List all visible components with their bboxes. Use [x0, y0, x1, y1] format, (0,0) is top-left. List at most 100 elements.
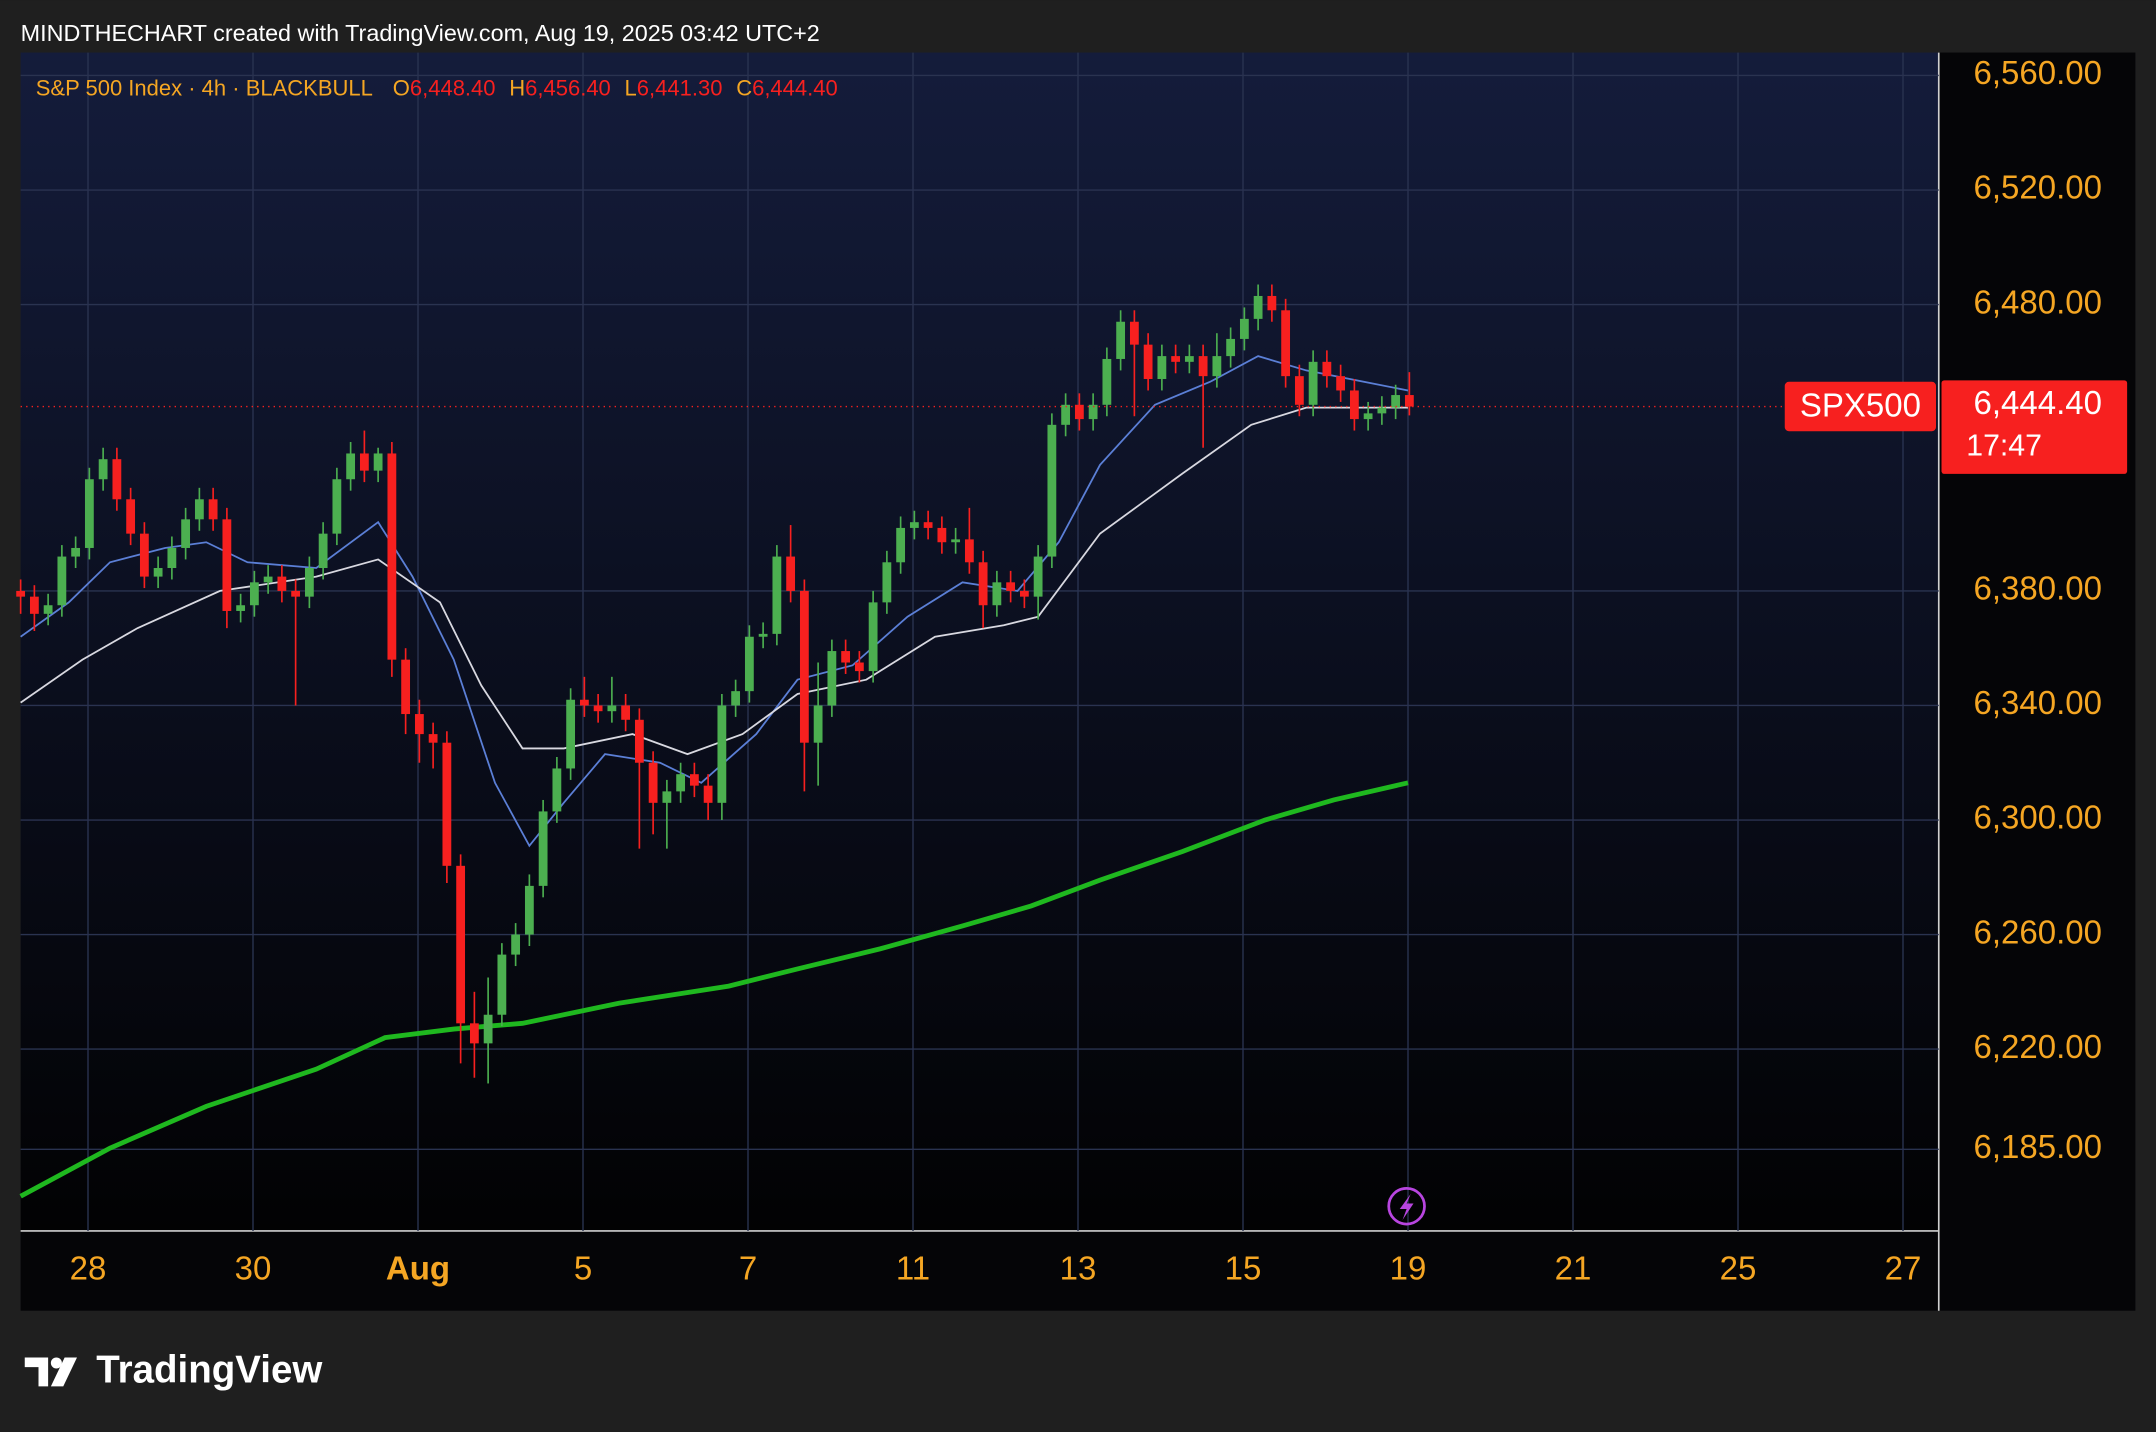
candle-body	[112, 459, 122, 500]
candle-body	[1061, 404, 1071, 425]
candle-body	[1308, 361, 1318, 405]
bolt-icon	[1387, 1186, 1426, 1226]
candle-body	[634, 719, 644, 763]
x-tick-label: 7	[739, 1250, 757, 1287]
plot-area	[20, 52, 1939, 1231]
candle-body	[703, 785, 713, 803]
candle-body	[126, 499, 136, 534]
candle-body	[167, 547, 177, 569]
candle-body	[84, 479, 94, 548]
candle-body	[483, 1014, 493, 1044]
symbol-label: SPX500	[1800, 387, 1921, 424]
candle-body	[786, 556, 796, 591]
price-label: 6,444.40	[1974, 384, 2102, 421]
candle-body	[1198, 356, 1208, 377]
candle-body	[1336, 376, 1346, 391]
moving-average	[19, 780, 1409, 1199]
x-tick-label: 21	[1555, 1250, 1592, 1287]
candle-body	[16, 590, 26, 597]
candles	[16, 284, 1939, 1084]
candle-body	[1363, 413, 1373, 420]
candle-body	[717, 705, 727, 803]
candle-body	[1129, 321, 1139, 345]
candle-body	[538, 811, 548, 886]
legend-value: 6,456.40	[525, 76, 611, 101]
candle-body	[882, 562, 892, 603]
candle-body	[1157, 356, 1167, 380]
candle-body	[346, 453, 356, 480]
candle-body	[923, 522, 933, 528]
candle-body	[1377, 407, 1387, 414]
candle-body	[1006, 582, 1016, 591]
x-tick-label: Aug	[386, 1250, 450, 1287]
candle-body	[1047, 424, 1057, 557]
price-axis	[1938, 52, 2136, 1311]
x-tick-label: 13	[1060, 1250, 1097, 1287]
candle-body	[744, 636, 754, 692]
candle-body	[1212, 356, 1222, 377]
brand: TradingView	[24, 1349, 323, 1392]
candle-body	[1253, 295, 1263, 319]
candle-body	[1074, 404, 1084, 420]
candle-body	[1019, 590, 1029, 597]
candle-body	[194, 499, 204, 520]
candle-body	[428, 734, 438, 743]
candle-body	[511, 934, 521, 955]
candle-body	[1281, 310, 1291, 377]
candle-body	[689, 774, 699, 786]
x-tick-label: 5	[574, 1250, 592, 1287]
y-tick-label: 6,520.00	[1974, 169, 2102, 206]
y-tick-label: 6,260.00	[1974, 913, 2102, 950]
x-tick-label: 28	[70, 1250, 107, 1287]
candle-body	[153, 568, 163, 577]
legend: S&P 500 Index · 4h · BLACKBULL O6,448.40…	[36, 76, 838, 101]
candle-body	[43, 605, 53, 614]
candle-body	[1184, 356, 1194, 362]
y-tick-label: 6,300.00	[1974, 799, 2102, 836]
candle-body	[1322, 361, 1332, 377]
x-tick-label: 15	[1225, 1250, 1262, 1287]
candle-body	[1171, 356, 1181, 362]
candle-body	[208, 499, 218, 520]
candle-body	[442, 742, 452, 866]
candle-body	[1088, 404, 1098, 420]
candle-body	[593, 705, 603, 712]
candle-body	[964, 539, 974, 563]
legend-title: S&P 500 Index · 4h · BLACKBULL	[36, 76, 373, 101]
grid	[20, 52, 1939, 1231]
candle-body	[827, 651, 837, 706]
candle-body	[263, 576, 273, 583]
candle-body	[854, 662, 864, 672]
legend-key: C	[736, 76, 752, 101]
candle-body	[291, 590, 301, 597]
candle-body	[621, 705, 631, 720]
candle-body	[607, 705, 617, 712]
candle-body	[566, 699, 576, 769]
price-badge	[1941, 380, 2128, 474]
candle-body	[387, 453, 397, 660]
candle-body	[909, 522, 919, 528]
candle-body	[456, 865, 466, 1024]
y-tick-label: 6,185.00	[1974, 1128, 2102, 1165]
candle-body	[181, 519, 191, 548]
candle-body	[414, 714, 424, 735]
axis-labels: 6,560.00 6,520.00 6,480.00 6,380.00 6,340.00…	[70, 54, 2102, 1286]
brand-name: TradingView	[96, 1349, 323, 1392]
candle-body	[841, 651, 851, 663]
time-axis	[20, 1230, 1939, 1311]
legend-value: 6,448.40	[410, 76, 496, 101]
symbol-badge	[1784, 381, 1936, 432]
candle-body	[1033, 556, 1043, 597]
y-tick-label: 6,220.00	[1974, 1028, 2102, 1065]
candle-body	[1267, 295, 1277, 311]
candle-body	[497, 954, 507, 1015]
candle-body	[937, 527, 947, 543]
candle-body	[1404, 395, 1414, 407]
y-tick-label: 6,340.00	[1974, 684, 2102, 721]
candle-body	[359, 453, 369, 471]
candle-body	[676, 774, 686, 792]
legend-key: L	[625, 76, 637, 101]
candle-body	[1226, 338, 1236, 357]
